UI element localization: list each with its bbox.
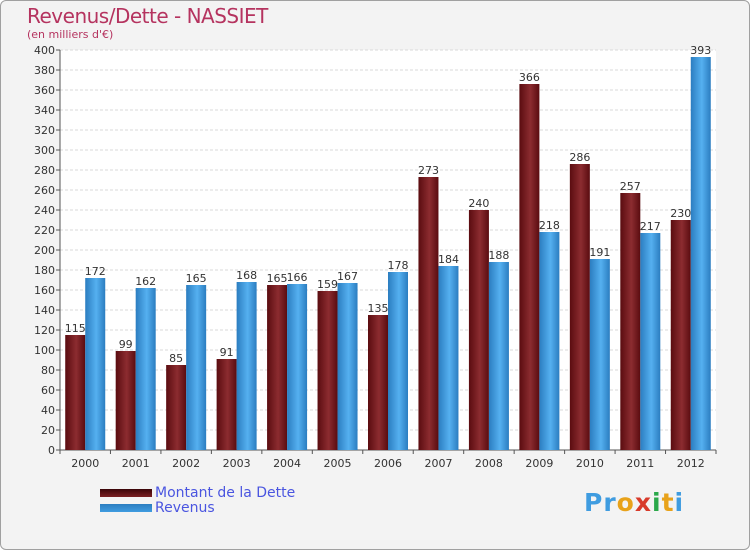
bar-revenus [135,288,156,450]
data-label: 172 [85,265,106,278]
y-tick-label: 300 [34,144,55,157]
x-tick-label: 2012 [677,457,705,470]
bar-dette [368,315,388,450]
bar-revenus [488,262,509,450]
data-label: 218 [539,219,560,232]
legend-swatch-revenus [100,504,152,512]
y-tick-label: 40 [41,404,55,417]
chart-subtitle: (en milliers d'€) [27,28,114,41]
data-label: 115 [65,322,86,335]
bar-revenus [640,233,661,450]
proxiti-logo: Proxiti [584,488,685,517]
data-label: 217 [640,220,661,233]
data-label: 257 [620,180,641,193]
y-tick-label: 140 [34,304,55,317]
bar-dette [216,359,237,450]
data-label: 286 [569,151,590,164]
data-label: 366 [519,71,540,84]
y-tick-label: 20 [41,424,55,437]
y-tick-label: 0 [48,444,55,457]
y-tick-label: 400 [34,44,55,57]
bar-dette [418,177,439,450]
y-tick-label: 80 [41,364,55,377]
x-tick-label: 2006 [374,457,402,470]
bar-revenus [589,259,610,450]
data-label: 393 [690,44,711,57]
x-tick-label: 2005 [324,457,352,470]
data-label: 135 [368,302,389,315]
legend-label-revenus: Revenus [155,500,215,516]
x-tick-label: 2011 [626,457,654,470]
legend-swatch-dette [100,489,152,497]
y-tick-label: 100 [34,344,55,357]
y-tick-label: 340 [34,104,55,117]
bar-revenus [388,272,408,450]
y-tick-label: 320 [34,124,55,137]
data-label: 167 [337,270,358,283]
x-tick-label: 2009 [525,457,553,470]
bar-revenus [539,232,560,450]
bar-dette [317,291,338,450]
y-tick-label: 360 [34,84,55,97]
bar-revenus [186,285,207,450]
bar-dette [670,220,691,450]
x-tick-label: 2008 [475,457,503,470]
y-tick-label: 180 [34,264,55,277]
x-tick-label: 2001 [122,457,150,470]
data-label: 191 [589,246,610,259]
bar-dette [620,193,641,450]
data-label: 168 [236,269,257,282]
data-label: 184 [438,253,459,266]
bar-revenus [337,283,358,450]
bar-dette [166,365,187,450]
y-tick-label: 380 [34,64,55,77]
y-tick-label: 220 [34,224,55,237]
bar-revenus [85,278,106,450]
x-tick-label: 2000 [71,457,99,470]
data-label: 230 [670,207,691,220]
bar-dette [267,285,288,450]
bar-dette [115,351,136,450]
data-label: 162 [135,275,156,288]
y-tick-label: 200 [34,244,55,257]
x-tick-label: 2004 [273,457,301,470]
data-label: 159 [317,278,338,291]
y-tick-label: 260 [34,184,55,197]
x-tick-label: 2002 [172,457,200,470]
data-label: 240 [468,197,489,210]
bar-dette [65,335,86,450]
data-label: 188 [488,249,509,262]
y-tick-label: 160 [34,284,55,297]
bar-revenus [287,284,308,450]
data-label: 91 [220,346,234,359]
bar-dette [569,164,590,450]
data-label: 273 [418,164,439,177]
y-tick-label: 280 [34,164,55,177]
bar-revenus [236,282,257,450]
legend-label-dette: Montant de la Dette [155,485,296,501]
x-tick-label: 2010 [576,457,604,470]
data-label: 99 [119,338,133,351]
bar-revenus [690,57,711,450]
data-label: 85 [169,352,183,365]
data-label: 178 [388,259,409,272]
y-tick-label: 120 [34,324,55,337]
bar-revenus [438,266,459,450]
bar-dette [468,210,489,450]
data-label: 165 [267,272,288,285]
bar-dette [519,84,540,450]
data-label: 165 [186,272,207,285]
x-tick-label: 2003 [223,457,251,470]
y-tick-label: 60 [41,384,55,397]
x-tick-label: 2007 [424,457,452,470]
y-tick-label: 240 [34,204,55,217]
data-label: 166 [287,271,308,284]
chart-title: Revenus/Dette - NASSIET [27,4,268,28]
